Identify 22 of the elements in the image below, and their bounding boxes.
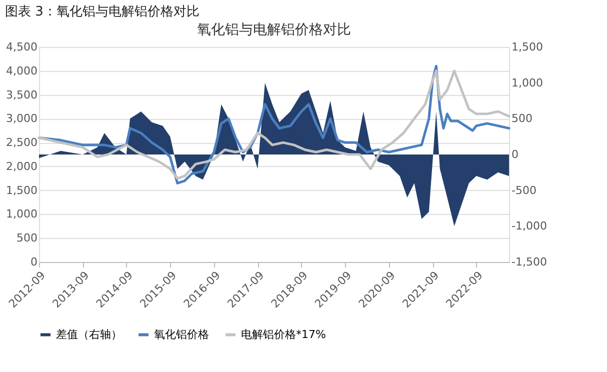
y-tick-label: 4,000 xyxy=(6,64,38,78)
y2-tick-label: 0 xyxy=(512,148,518,161)
y-tick-label: 2,000 xyxy=(6,160,38,173)
y-tick-label: 3,000 xyxy=(6,112,38,126)
y2-tick-label: 1,000 xyxy=(512,76,543,90)
y2-tick-label: -1,000 xyxy=(512,220,547,233)
y-tick-label: 1,500 xyxy=(6,184,38,197)
text: 图表 3：氧化铝与电解铝价格对比 xyxy=(5,4,200,20)
y2-tick-label: 1,500 xyxy=(512,40,543,54)
y2-tick-label: -500 xyxy=(512,184,536,197)
chart-title: 氧化铝与电解铝价格对比 xyxy=(197,22,351,38)
legend-label: 差值（右轴） xyxy=(56,328,122,341)
y-tick-label: 1,000 xyxy=(6,208,38,221)
y-tick-label: 3,500 xyxy=(6,88,38,102)
legend-label: 氧化铝价格 xyxy=(154,328,209,341)
y-tick-label: 0 xyxy=(30,256,38,268)
y2-tick-label: 500 xyxy=(512,112,532,126)
y-tick-label: 500 xyxy=(16,232,38,245)
y-tick-label: 2,500 xyxy=(6,136,38,150)
legend-label: 电解铝价格*17% xyxy=(241,328,326,341)
y-tick-label: 4,500 xyxy=(6,40,38,54)
y2-tick-label: -1,500 xyxy=(512,256,547,268)
